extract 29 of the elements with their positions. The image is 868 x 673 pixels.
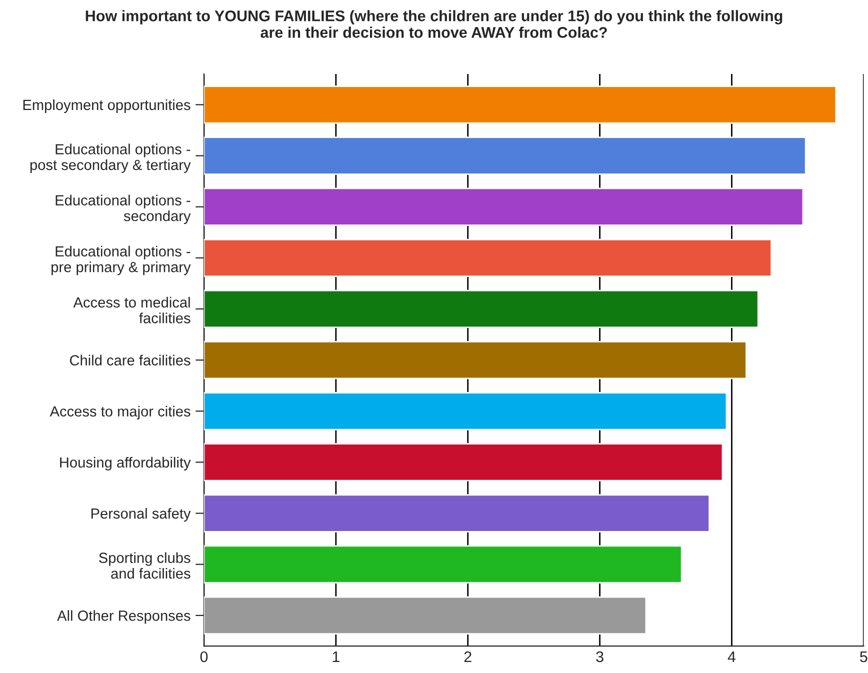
bar (204, 86, 837, 124)
y-tick-label: Sporting clubs and facilities (99, 552, 190, 579)
bar (204, 188, 804, 226)
bar (204, 392, 728, 430)
y-tick-label: Personal safety (91, 508, 191, 522)
bar (204, 340, 747, 380)
y-tick-label: Housing affordability (60, 456, 191, 471)
bar (204, 596, 647, 635)
y-tick-label: Access to medical facilities (73, 296, 190, 324)
x-tick-label: 0 (200, 651, 208, 662)
y-tick-label: Access to major cities (50, 406, 190, 420)
x-tick-label: 4 (728, 652, 736, 662)
bar (204, 545, 682, 584)
bar (204, 290, 759, 328)
y-tick-label: Employment opportunities (23, 99, 190, 113)
bar (204, 494, 710, 532)
y-tick-label: Educational options - pre primary & primary (52, 246, 191, 276)
chart-title: How important to YOUNG FAMILIES (where the children are under 15) do you think the following are in their decision to move AWAY from Colac? (86, 10, 782, 38)
y-tick-label: Child care facilities (70, 354, 190, 366)
bar (204, 238, 772, 277)
x-tick-label: 2 (464, 651, 472, 662)
bar (204, 443, 724, 482)
y-tick-label: Educational options - post secondary & tertiary (30, 144, 191, 173)
bar (204, 136, 806, 175)
y-tick-label: All Other Responses (57, 610, 190, 624)
x-tick-label: 1 (332, 652, 340, 662)
y-tick-label: Educational options - secondary (56, 194, 191, 224)
x-tick-label: 3 (596, 651, 604, 662)
x-tick-label: 5 (860, 652, 868, 662)
